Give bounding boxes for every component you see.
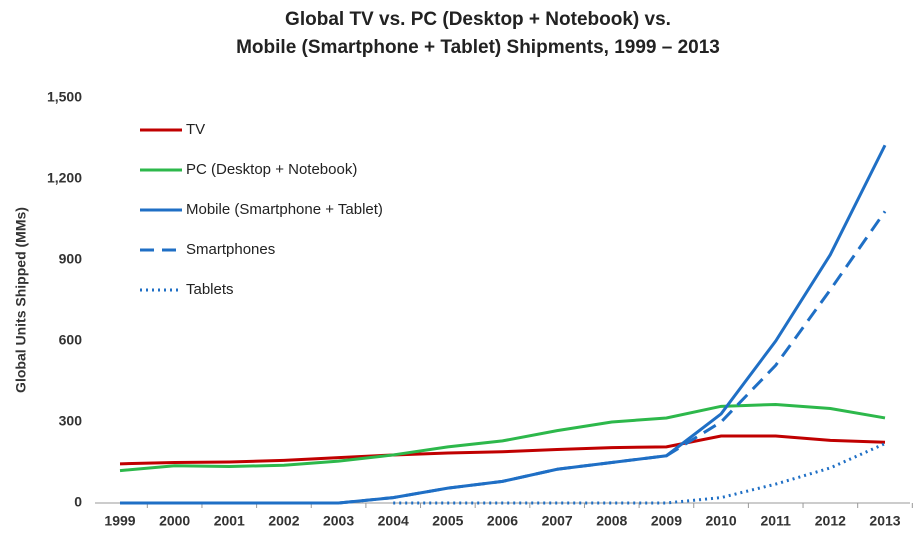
x-tick-label: 2006: [487, 513, 518, 529]
x-tick-label: 2008: [596, 513, 627, 529]
series-line: [120, 144, 887, 505]
y-tick-label: 300: [59, 413, 83, 429]
x-tick-label: 2001: [214, 513, 245, 529]
y-tick-label: 1,500: [47, 89, 82, 105]
chart-title: Global TV vs. PC (Desktop + Notebook) vs…: [285, 9, 671, 30]
x-tick-label: 2003: [323, 513, 354, 529]
series-line: [119, 434, 886, 466]
x-tick-label: 2011: [761, 513, 792, 529]
legend-label: PC (Desktop + Notebook): [186, 161, 357, 178]
x-tick-label: 2012: [815, 513, 846, 529]
x-tick-label: 2007: [542, 513, 573, 529]
chart-title: Mobile (Smartphone + Tablet) Shipments, …: [236, 37, 720, 58]
series-line: [120, 210, 887, 505]
y-tick-label: 600: [59, 332, 83, 348]
legend-label: Tablets: [186, 281, 234, 298]
legend-label: TV: [186, 121, 205, 138]
x-tick-label: 2009: [651, 513, 682, 529]
y-tick-label: 900: [59, 251, 83, 267]
x-tick-label: 2005: [432, 513, 463, 529]
y-axis-label: Global Units Shipped (MMs): [13, 207, 29, 393]
series-line: [119, 402, 886, 473]
x-tick-label: 2000: [159, 513, 190, 529]
x-tick-label: 2013: [869, 513, 900, 529]
x-tick-label: 2002: [268, 513, 299, 529]
y-tick-label: 1,200: [47, 170, 82, 186]
legend-label: Smartphones: [186, 241, 275, 258]
legend-label: Mobile (Smartphone + Tablet): [186, 201, 383, 218]
x-tick-label: 2004: [378, 513, 409, 529]
x-tick-label: 1999: [104, 513, 135, 529]
x-tick-label: 2010: [705, 513, 736, 529]
y-tick-label: 0: [74, 494, 82, 510]
